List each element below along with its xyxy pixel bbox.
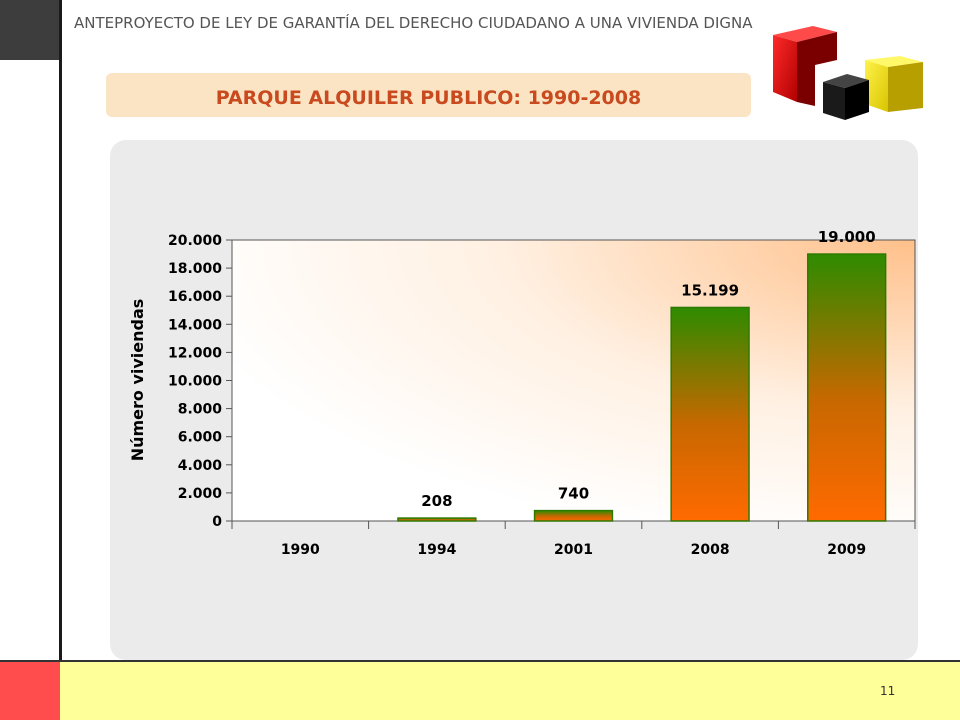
bar-chart: 0 2.000 4.000 6.000 8.000 10.000 12.000 14.000 1…: [128, 228, 916, 558]
y-tick-label: 14.000: [168, 317, 222, 333]
bar: [533, 509, 614, 522]
plot-area: [231, 239, 916, 522]
x-tick-label: 1990: [281, 542, 320, 558]
footer-bar: [0, 660, 960, 720]
y-axis-label: Número viviendas: [128, 299, 147, 462]
x-tick-label: 1994: [417, 542, 456, 558]
y-tick-label: 0: [212, 514, 222, 530]
data-label: 19.000: [818, 228, 876, 246]
y-tick-label: 6.000: [178, 430, 223, 446]
x-tick-label: 2001: [554, 542, 593, 558]
cubes-logo: [773, 26, 923, 120]
corner-block: [0, 0, 60, 60]
y-axis: 0 2.000 4.000 6.000 8.000 10.000 12.000 14.000 1…: [168, 233, 232, 530]
bar: [807, 253, 887, 522]
y-tick-label: 4.000: [178, 458, 223, 474]
y-tick-label: 2.000: [178, 486, 223, 502]
y-tick-label: 20.000: [168, 233, 222, 249]
y-tick-label: 16.000: [168, 289, 222, 305]
data-label: 740: [558, 485, 589, 503]
data-label: 15.199: [681, 281, 739, 299]
logo-red-block: [773, 26, 837, 42]
header-text: ANTEPROYECTO DE LEY DE GARANTÍA DEL DERE…: [74, 14, 753, 32]
x-tick-label: 2009: [827, 542, 866, 558]
page-number: 11: [880, 684, 896, 698]
y-tick-label: 12.000: [168, 345, 222, 361]
y-tick-label: 10.000: [168, 374, 222, 390]
y-tick-label: 18.000: [168, 261, 222, 277]
footer-red-block: [0, 660, 60, 720]
bars: [397, 253, 887, 522]
title-banner: PARQUE ALQUILER PUBLICO: 1990-2008: [106, 73, 751, 117]
value-labels: 208 740 15.199 19.000: [421, 228, 875, 510]
logo-yellow-cube: [865, 56, 923, 67]
data-label: 208: [421, 492, 452, 510]
x-tick-label: 2008: [691, 542, 730, 558]
x-axis: 1990 1994 2001 2008 2009: [231, 521, 916, 558]
slide-title: PARQUE ALQUILER PUBLICO: 1990-2008: [215, 87, 642, 109]
logo-black-cube: [823, 74, 869, 88]
chart-panel: 0 2.000 4.000 6.000 8.000 10.000 12.000 14.000 1…: [110, 140, 918, 660]
vertical-divider: [59, 0, 62, 720]
bar: [397, 517, 477, 522]
bar: [670, 306, 750, 522]
y-tick-label: 8.000: [178, 402, 223, 418]
